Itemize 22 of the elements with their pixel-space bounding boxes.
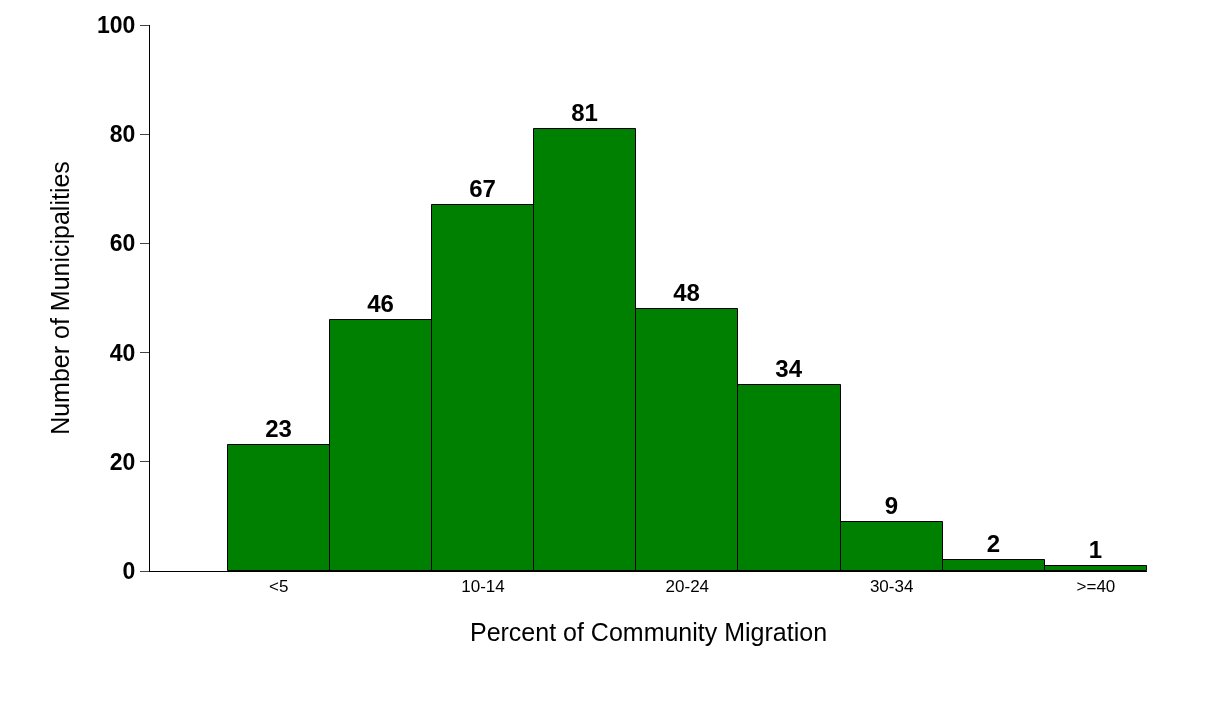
x-tick-label: 30-34: [869, 577, 914, 597]
data-label: 81: [571, 98, 598, 126]
data-label: 48: [673, 278, 700, 306]
x-axis-title: Percent of Community Migration: [469, 618, 828, 647]
x-tick-label: <5: [269, 577, 289, 597]
data-label: 1: [1088, 535, 1103, 563]
data-label: 67: [469, 174, 496, 202]
y-tick-label: 0: [122, 558, 136, 585]
x-tick-label: >=40: [1076, 577, 1116, 597]
data-label: 2: [986, 529, 1001, 557]
y-tick-label: 60: [109, 230, 136, 257]
x-tick-label: 10-14: [461, 577, 505, 597]
data-label: 23: [265, 414, 292, 442]
y-tick-label: 20: [109, 448, 136, 475]
data-label: 34: [775, 354, 803, 382]
data-label: 9: [884, 491, 899, 519]
data-label: 46: [367, 289, 394, 317]
y-tick-label: 80: [109, 121, 136, 148]
y-tick-label: 100: [97, 12, 136, 39]
y-tick-label: 40: [109, 339, 136, 366]
y-axis-title: Number of Municipalities: [45, 161, 74, 435]
x-tick-label: 20-24: [665, 577, 710, 597]
